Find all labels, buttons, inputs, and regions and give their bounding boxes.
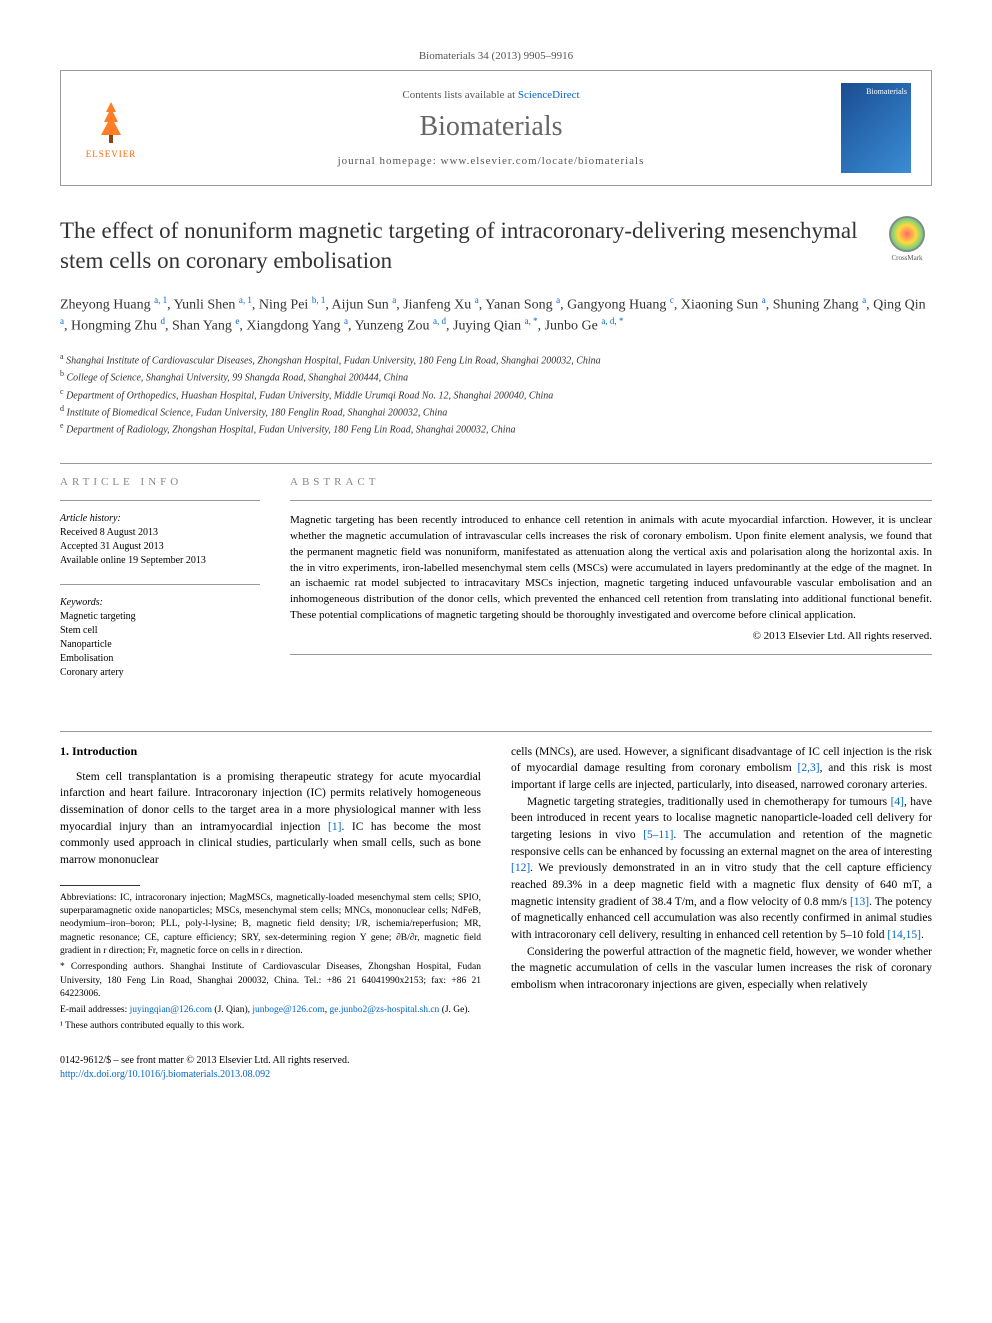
intro-text: Stem cell transplantation is a promising… <box>60 769 481 869</box>
history-item: Received 8 August 2013 <box>60 526 260 540</box>
contents-prefix: Contents lists available at <box>402 89 517 101</box>
crossmark-badge[interactable]: CrossMark <box>882 216 932 266</box>
elsevier-tree-icon <box>86 97 136 147</box>
keyword-item: Magnetic targeting <box>60 610 260 624</box>
email-who-1: (J. Qian), <box>212 1005 252 1015</box>
divider <box>290 654 932 655</box>
email-who-3: (J. Ge). <box>439 1005 470 1015</box>
affiliation-item: d Institute of Biomedical Science, Fudan… <box>60 403 932 420</box>
footnotes: Abbreviations: IC, intracoronary injecti… <box>60 892 481 1034</box>
crossmark-icon <box>889 216 925 252</box>
keyword-item: Coronary artery <box>60 666 260 680</box>
affiliation-item: c Department of Orthopedics, Huashan Hos… <box>60 386 932 403</box>
journal-cover-thumbnail: Biomaterials <box>841 83 911 173</box>
right-column-text: cells (MNCs), are used. However, a signi… <box>511 744 932 994</box>
homepage-line: journal homepage: www.elsevier.com/locat… <box>161 155 821 167</box>
cover-label: Biomaterials <box>866 87 907 96</box>
doi-link[interactable]: http://dx.doi.org/10.1016/j.biomaterials… <box>60 1069 270 1080</box>
journal-header-box: ELSEVIER Contents lists available at Sci… <box>60 70 932 186</box>
affiliation-item: b College of Science, Shanghai Universit… <box>60 368 932 385</box>
keyword-item: Nanoparticle <box>60 638 260 652</box>
elsevier-label: ELSEVIER <box>86 149 137 159</box>
left-column: 1. Introduction Stem cell transplantatio… <box>60 744 481 1082</box>
elsevier-logo: ELSEVIER <box>81 93 141 163</box>
abstract-text: Magnetic targeting has been recently int… <box>290 513 932 625</box>
footnote-divider <box>60 885 140 886</box>
divider <box>60 463 932 464</box>
keywords-label: Keywords: <box>60 597 260 608</box>
keyword-item: Embolisation <box>60 652 260 666</box>
reference-link[interactable]: [5–11] <box>643 829 673 841</box>
right-column: cells (MNCs), are used. However, a signi… <box>511 744 932 1082</box>
equal-contrib-footnote: ¹ These authors contributed equally to t… <box>60 1020 481 1033</box>
email-label: E-mail addresses: <box>60 1005 130 1015</box>
affiliation-item: e Department of Radiology, Zhongshan Hos… <box>60 420 932 437</box>
reference-link[interactable]: [14,15] <box>887 929 921 941</box>
abstract-column: ABSTRACT Magnetic targeting has been rec… <box>290 476 932 696</box>
affiliation-item: a Shanghai Institute of Cardiovascular D… <box>60 351 932 368</box>
reference-link[interactable]: [12] <box>511 862 530 874</box>
authors-list: Zheyong Huang a, 1, Yunli Shen a, 1, Nin… <box>60 294 932 337</box>
keywords-section: Keywords: Magnetic targetingStem cellNan… <box>60 597 260 680</box>
citation-header: Biomaterials 34 (2013) 9905–9916 <box>60 50 932 62</box>
abbreviations-footnote: Abbreviations: IC, intracoronary injecti… <box>60 892 481 958</box>
reference-link[interactable]: [13] <box>850 896 869 908</box>
divider <box>60 731 932 732</box>
crossmark-label: CrossMark <box>891 254 922 262</box>
reference-link[interactable]: [1] <box>328 821 341 833</box>
history-label: Article history: <box>60 513 260 524</box>
sciencedirect-link[interactable]: ScienceDirect <box>518 89 580 101</box>
body-columns: 1. Introduction Stem cell transplantatio… <box>60 744 932 1082</box>
article-history: Article history: Received 8 August 2013A… <box>60 513 260 568</box>
email-link-1[interactable]: juyingqian@126.com <box>130 1005 212 1015</box>
reference-link[interactable]: [2,3] <box>798 762 820 774</box>
article-title: The effect of nonuniform magnetic target… <box>60 216 862 276</box>
corresponding-footnote: * Corresponding authors. Shanghai Instit… <box>60 961 481 1001</box>
email-link-2[interactable]: junboge@126.com <box>252 1005 324 1015</box>
homepage-prefix: journal homepage: <box>338 155 441 167</box>
abstract-copyright: © 2013 Elsevier Ltd. All rights reserved… <box>290 630 932 642</box>
divider <box>290 500 932 501</box>
abstract-heading: ABSTRACT <box>290 476 932 488</box>
keyword-item: Stem cell <box>60 624 260 638</box>
homepage-url: www.elsevier.com/locate/biomaterials <box>441 155 645 167</box>
reference-link[interactable]: [4] <box>891 796 904 808</box>
contents-line: Contents lists available at ScienceDirec… <box>161 89 821 101</box>
intro-heading: 1. Introduction <box>60 744 481 759</box>
affiliations-list: a Shanghai Institute of Cardiovascular D… <box>60 351 932 438</box>
history-item: Available online 19 September 2013 <box>60 554 260 568</box>
page-footer: 0142-9612/$ – see front matter © 2013 El… <box>60 1054 481 1082</box>
email-link-3[interactable]: ge.junbo2@zs-hospital.sh.cn <box>330 1005 440 1015</box>
footer-line1: 0142-9612/$ – see front matter © 2013 El… <box>60 1054 481 1068</box>
divider <box>60 500 260 501</box>
email-footnote: E-mail addresses: juyingqian@126.com (J.… <box>60 1004 481 1017</box>
article-info-column: ARTICLE INFO Article history: Received 8… <box>60 476 260 696</box>
journal-name: Biomaterials <box>161 111 821 143</box>
divider <box>60 584 260 585</box>
history-item: Accepted 31 August 2013 <box>60 540 260 554</box>
article-info-heading: ARTICLE INFO <box>60 476 260 488</box>
header-center: Contents lists available at ScienceDirec… <box>161 89 821 167</box>
